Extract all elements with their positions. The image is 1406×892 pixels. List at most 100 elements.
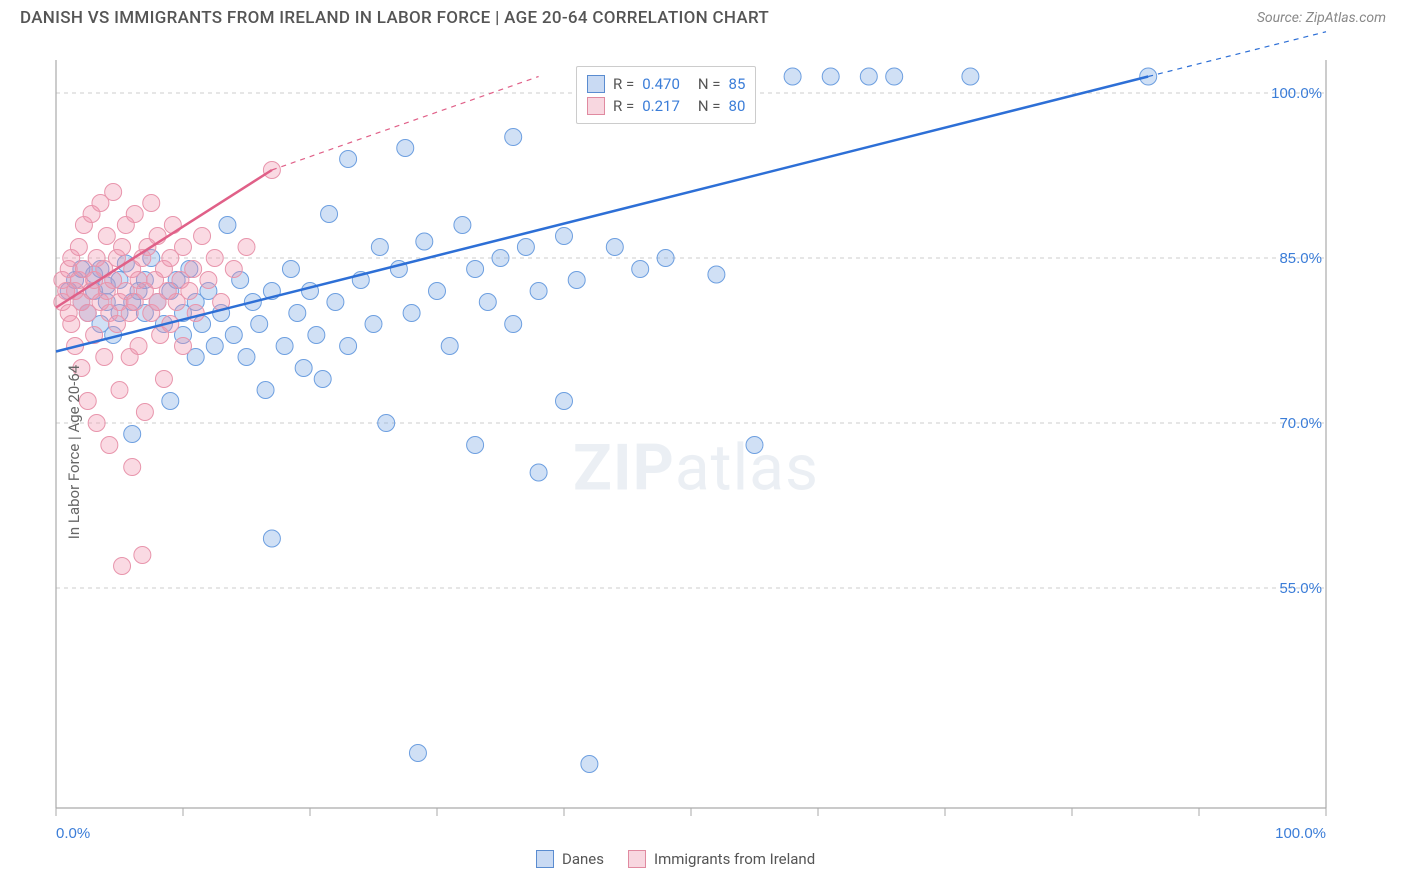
data-point xyxy=(397,140,414,157)
data-point xyxy=(556,393,573,410)
legend-item: Immigrants from Ireland xyxy=(628,850,815,868)
data-point xyxy=(378,415,395,432)
data-point xyxy=(441,338,458,355)
data-point xyxy=(657,250,674,267)
data-point xyxy=(162,393,179,410)
data-point xyxy=(454,217,471,234)
legend-label: Immigrants from Ireland xyxy=(654,850,815,868)
data-point xyxy=(371,239,388,256)
data-point xyxy=(746,437,763,454)
chart-header: DANISH VS IMMIGRANTS FROM IRELAND IN LAB… xyxy=(0,0,1406,32)
y-tick-label: 55.0% xyxy=(1279,580,1322,597)
y-axis-label: In Labor Force | Age 20-64 xyxy=(65,365,83,539)
data-point xyxy=(365,316,382,333)
data-point xyxy=(206,250,223,267)
data-point xyxy=(314,371,331,388)
data-point xyxy=(321,206,338,223)
data-point xyxy=(403,305,420,322)
data-point xyxy=(181,283,198,300)
data-point xyxy=(282,261,299,278)
data-point xyxy=(467,261,484,278)
data-point xyxy=(784,68,801,85)
data-point xyxy=(88,415,105,432)
data-point xyxy=(327,294,344,311)
chart-area: 55.0%70.0%85.0%100.0%0.0%100.0% ZIPatlas… xyxy=(56,48,1376,838)
n-value: 85 xyxy=(729,75,746,93)
data-point xyxy=(206,338,223,355)
data-point xyxy=(126,206,143,223)
data-point xyxy=(257,382,274,399)
trend-line-extrapolated xyxy=(1148,32,1326,77)
legend-label: Danes xyxy=(562,850,604,868)
data-point xyxy=(200,272,217,289)
x-tick-label-min: 0.0% xyxy=(56,825,90,842)
data-point xyxy=(164,217,181,234)
data-point xyxy=(136,404,153,421)
data-point xyxy=(556,228,573,245)
data-point xyxy=(175,338,192,355)
data-point xyxy=(276,338,293,355)
data-point xyxy=(409,745,426,762)
data-point xyxy=(962,68,979,85)
data-point xyxy=(289,305,306,322)
stats-row: R =0.217 N =80 xyxy=(587,95,745,117)
y-tick-label: 100.0% xyxy=(1271,85,1322,102)
data-point xyxy=(114,239,131,256)
chart-source: Source: ZipAtlas.com xyxy=(1257,10,1386,26)
series-swatch xyxy=(536,850,554,868)
data-point xyxy=(143,195,160,212)
r-label: R = xyxy=(613,97,634,115)
data-point xyxy=(467,437,484,454)
data-point xyxy=(340,338,357,355)
data-point xyxy=(416,233,433,250)
correlation-stats-box: R =0.470 N =85 R =0.217 N =80 xyxy=(576,66,756,124)
data-point xyxy=(114,558,131,575)
data-point xyxy=(263,530,280,547)
data-point xyxy=(130,338,147,355)
y-tick-label: 70.0% xyxy=(1279,415,1322,432)
data-point xyxy=(530,464,547,481)
data-point xyxy=(822,68,839,85)
data-point xyxy=(479,294,496,311)
data-point xyxy=(225,261,242,278)
data-point xyxy=(568,272,585,289)
data-point xyxy=(111,382,128,399)
data-point xyxy=(155,371,172,388)
data-point xyxy=(185,261,202,278)
x-tick-label-max: 100.0% xyxy=(1275,825,1326,842)
data-point xyxy=(63,316,80,333)
data-point xyxy=(308,327,325,344)
data-point xyxy=(101,437,118,454)
r-value: 0.470 xyxy=(642,75,680,93)
data-point xyxy=(581,756,598,773)
data-point xyxy=(708,266,725,283)
series-legend: Danes Immigrants from Ireland xyxy=(536,850,815,868)
r-label: R = xyxy=(613,75,634,93)
series-swatch xyxy=(587,75,605,93)
data-point xyxy=(860,68,877,85)
data-point xyxy=(505,129,522,146)
data-point xyxy=(251,316,268,333)
chart-title: DANISH VS IMMIGRANTS FROM IRELAND IN LAB… xyxy=(20,8,769,28)
data-point xyxy=(238,239,255,256)
stats-row: R = 0.470 N = 85 xyxy=(587,73,745,95)
data-point xyxy=(219,217,236,234)
data-point xyxy=(238,349,255,366)
data-point xyxy=(225,327,242,344)
data-point xyxy=(194,228,211,245)
n-label: N = xyxy=(698,75,721,93)
data-point xyxy=(134,547,151,564)
n-label: N = xyxy=(698,97,721,115)
data-point xyxy=(124,426,141,443)
data-point xyxy=(886,68,903,85)
r-value: 0.217 xyxy=(642,97,680,115)
data-point xyxy=(98,228,115,245)
series-swatch xyxy=(628,850,646,868)
data-point xyxy=(295,360,312,377)
data-point xyxy=(70,239,87,256)
data-point xyxy=(530,283,547,300)
data-point xyxy=(175,239,192,256)
data-point xyxy=(492,250,509,267)
data-point xyxy=(632,261,649,278)
series-swatch xyxy=(587,97,605,115)
